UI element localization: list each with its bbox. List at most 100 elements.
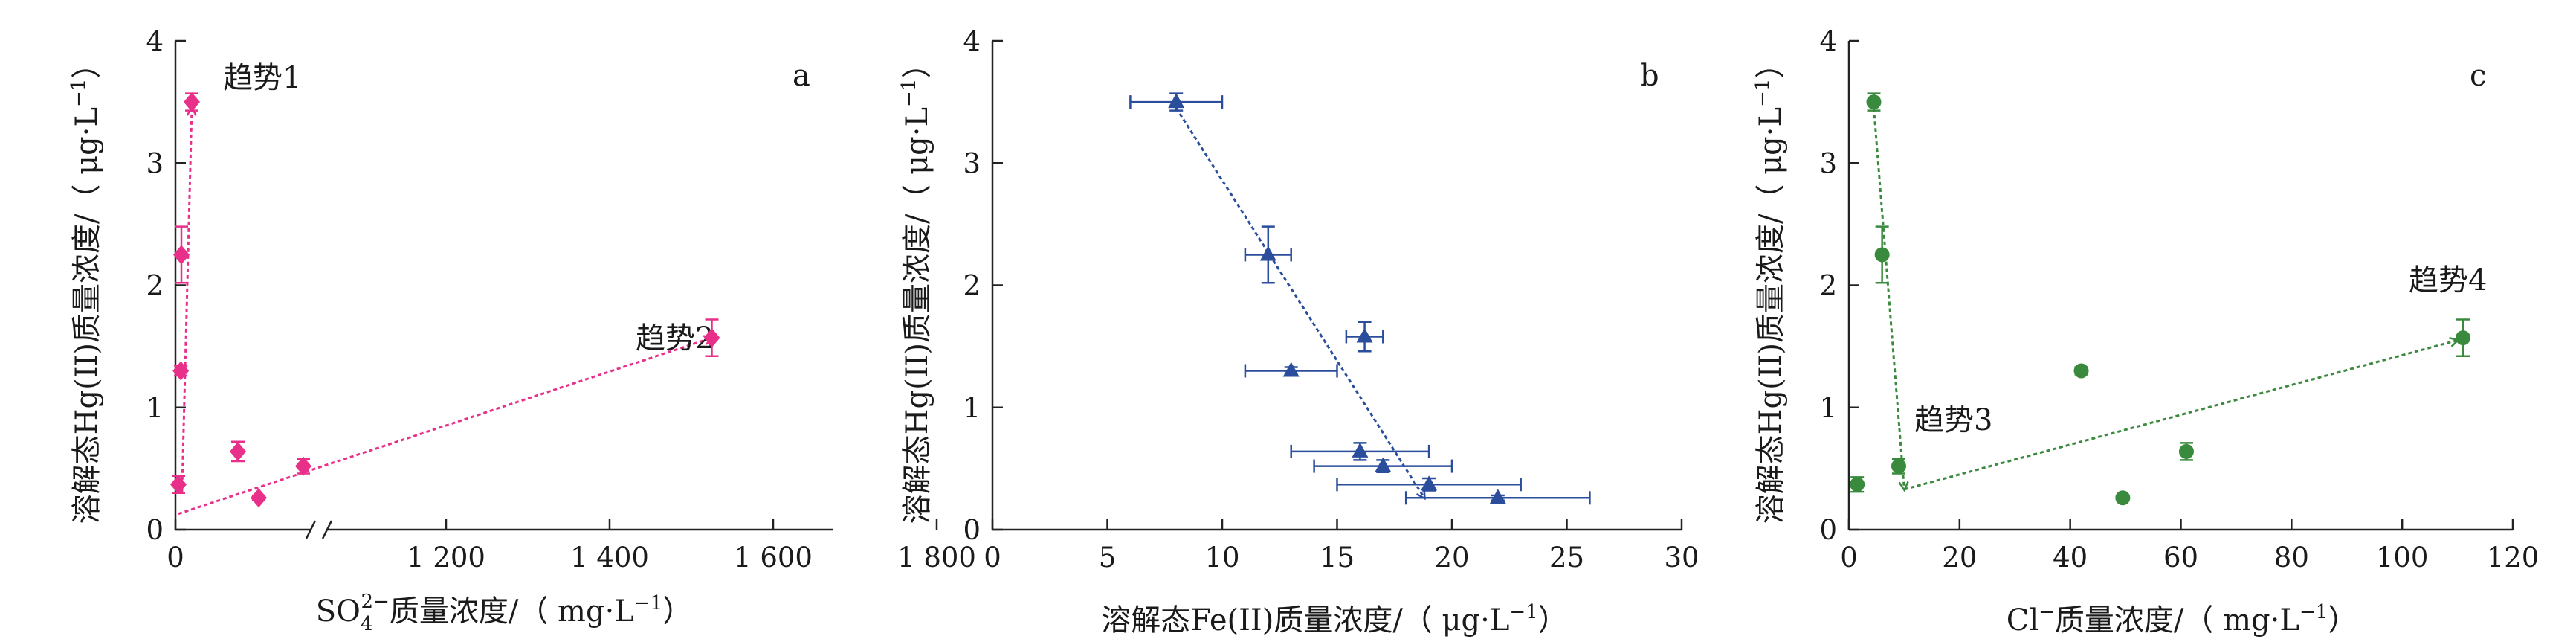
panel-c-x-tick-label: 80 — [2274, 542, 2309, 574]
panel-c-x-tick-label: 60 — [2163, 542, 2198, 574]
panel-b-data-point — [1313, 457, 1453, 474]
panel-a-x-axis-title: SO42−质量浓度/（ mg·L−1） — [316, 591, 692, 635]
circle-marker — [1891, 458, 1906, 474]
panel-c-data-point — [1866, 92, 1882, 112]
panel-c-trend-label: 趋势3 — [1914, 403, 1992, 437]
panel-b-x-tick-label: 30 — [1664, 542, 1699, 574]
panel-a-y-axis-title: 溶解态Hg(II)质量浓度/（ μg·L−1） — [68, 49, 104, 524]
panel-b-y-tick-label: 1 — [963, 392, 981, 424]
panel-b-y-tick-label: 4 — [963, 25, 981, 57]
panel-b-x-tick-label: 5 — [1099, 542, 1117, 574]
panel-a-data-point — [170, 475, 187, 495]
panel-c-x-tick-label: 0 — [1840, 542, 1858, 574]
triangle-marker — [1375, 457, 1392, 472]
panel-a-x-tick-label: 0 — [167, 542, 184, 574]
triangle-marker — [1259, 245, 1276, 261]
panel-a-data-point — [251, 488, 267, 508]
panel-c-data-point — [1891, 458, 1906, 475]
diamond-marker — [184, 92, 200, 112]
diamond-marker — [173, 245, 190, 265]
panel-b-x-tick-label: 25 — [1549, 542, 1584, 574]
panel-c-label: c — [2470, 59, 2486, 93]
panel-b-label: b — [1640, 59, 1659, 93]
panel-c-y-tick-label: 4 — [1819, 25, 1837, 57]
circle-marker — [2178, 443, 2194, 459]
diamond-marker — [295, 456, 311, 476]
panel-c-data-point — [2456, 318, 2471, 358]
panel-b-x-tick-label: 0 — [984, 542, 1001, 574]
panel-b-data-point — [1244, 362, 1338, 378]
diamond-marker — [230, 441, 246, 461]
circle-marker — [2115, 490, 2131, 506]
panel-c-trend-line — [1904, 340, 2457, 491]
panel-a-trend-line — [181, 108, 192, 493]
panel-a-axis-break — [305, 520, 333, 539]
circle-marker — [1866, 94, 1882, 110]
panel-a-data-point — [295, 456, 311, 476]
panel-b-data-point — [1129, 92, 1224, 112]
panel-c: 0 1 2 3 4 0 20 40 60 80 100 120 趋势3 趋势4 c Cl−质量浓度/（… — [1752, 25, 2539, 638]
panel-c-y-tick-label: 1 — [1819, 392, 1837, 424]
panel-c-x-tick-label: 120 — [2487, 542, 2540, 574]
panel-c-x-axis-title: Cl−质量浓度/（ mg·L−1） — [2007, 601, 2358, 638]
diamond-marker — [170, 475, 187, 495]
panel-c-x-tick-label: 100 — [2376, 542, 2429, 574]
panel-a-trend-line — [178, 338, 712, 516]
panel-a-x-tick-label: 1 600 — [734, 542, 813, 574]
panel-a-data-point — [230, 440, 246, 463]
panel-b-x-tick-label: 20 — [1434, 542, 1469, 574]
panel-b-data-point — [1290, 442, 1430, 461]
panel-c-data-point — [2073, 363, 2089, 379]
triangle-marker — [1489, 489, 1506, 504]
panel-b-y-axis-title: 溶解态Hg(II)质量浓度/（ μg·L−1） — [898, 49, 934, 524]
panel-a-x-tick-label: 1 800 — [897, 542, 976, 574]
panel-c-data-point — [2115, 490, 2131, 506]
panel-c-data-point — [1874, 225, 1890, 284]
panel-c-trend-label: 趋势4 — [2409, 263, 2487, 298]
panel-a-x-tick-label: 1 200 — [407, 542, 485, 574]
panel-a-trend-label: 趋势2 — [636, 321, 714, 356]
panel-a-y-tick-label: 3 — [146, 147, 164, 179]
panel-c-y-tick-label: 0 — [1819, 514, 1837, 546]
panel-b-data-point — [1404, 489, 1591, 505]
panel-c-data-point — [1850, 476, 1865, 493]
panel-b-y-tick-label: 0 — [963, 514, 981, 546]
triangle-marker — [1168, 93, 1185, 109]
diamond-marker — [703, 328, 720, 348]
panel-b: 0 1 2 3 4 0 5 10 15 20 25 30 b 溶解态Fe(II)质量浓度/（ μg·… — [898, 25, 1699, 638]
panel-a-y-tick-label: 1 — [146, 392, 164, 424]
panel-a-y-tick-label: 4 — [146, 25, 164, 57]
panel-b-data-point — [1244, 225, 1292, 284]
panel-b-data-point — [1345, 321, 1384, 353]
panel-a-x-tick-label: 1 400 — [570, 542, 649, 574]
triangle-marker — [1421, 475, 1438, 491]
panel-b-x-tick-label: 10 — [1204, 542, 1239, 574]
circle-marker — [2073, 363, 2089, 379]
panel-c-x-tick-label: 20 — [1942, 542, 1977, 574]
panel-c-y-tick-label: 3 — [1819, 147, 1837, 179]
panel-a-data-point — [703, 318, 720, 358]
panel-a: 0 1 2 3 4 0 1 200 1 400 1 600 1 800 趋势1 趋势2 a SO4… — [68, 25, 976, 635]
panel-c-data-point — [2178, 442, 2194, 461]
panel-b-data-point — [1336, 475, 1522, 492]
panel-b-y-tick-label: 3 — [963, 147, 981, 179]
panel-c-y-axis-title: 溶解态Hg(II)质量浓度/（ μg·L−1） — [1752, 49, 1788, 524]
panel-b-trend-line — [1175, 107, 1424, 498]
panel-c-trend-line — [1872, 108, 1904, 489]
circle-marker — [1874, 247, 1890, 263]
panel-a-data-point — [173, 225, 190, 284]
panel-a-y-tick-label: 0 — [146, 514, 164, 546]
panel-b-x-tick-label: 15 — [1320, 542, 1355, 574]
panel-c-x-tick-label: 40 — [2053, 542, 2088, 574]
triangle-marker — [1282, 362, 1300, 377]
panel-a-trend-label: 趋势1 — [223, 61, 301, 95]
circle-marker — [1850, 477, 1865, 492]
panel-a-label: a — [793, 59, 810, 93]
panel-a-data-point — [184, 92, 200, 112]
diamond-marker — [251, 488, 267, 508]
diamond-marker — [172, 361, 190, 381]
panel-a-y-tick-label: 2 — [146, 270, 164, 302]
panel-b-x-axis-title: 溶解态Fe(II)质量浓度/（ μg·L−1） — [1101, 601, 1567, 638]
panel-b-y-tick-label: 2 — [963, 270, 981, 302]
